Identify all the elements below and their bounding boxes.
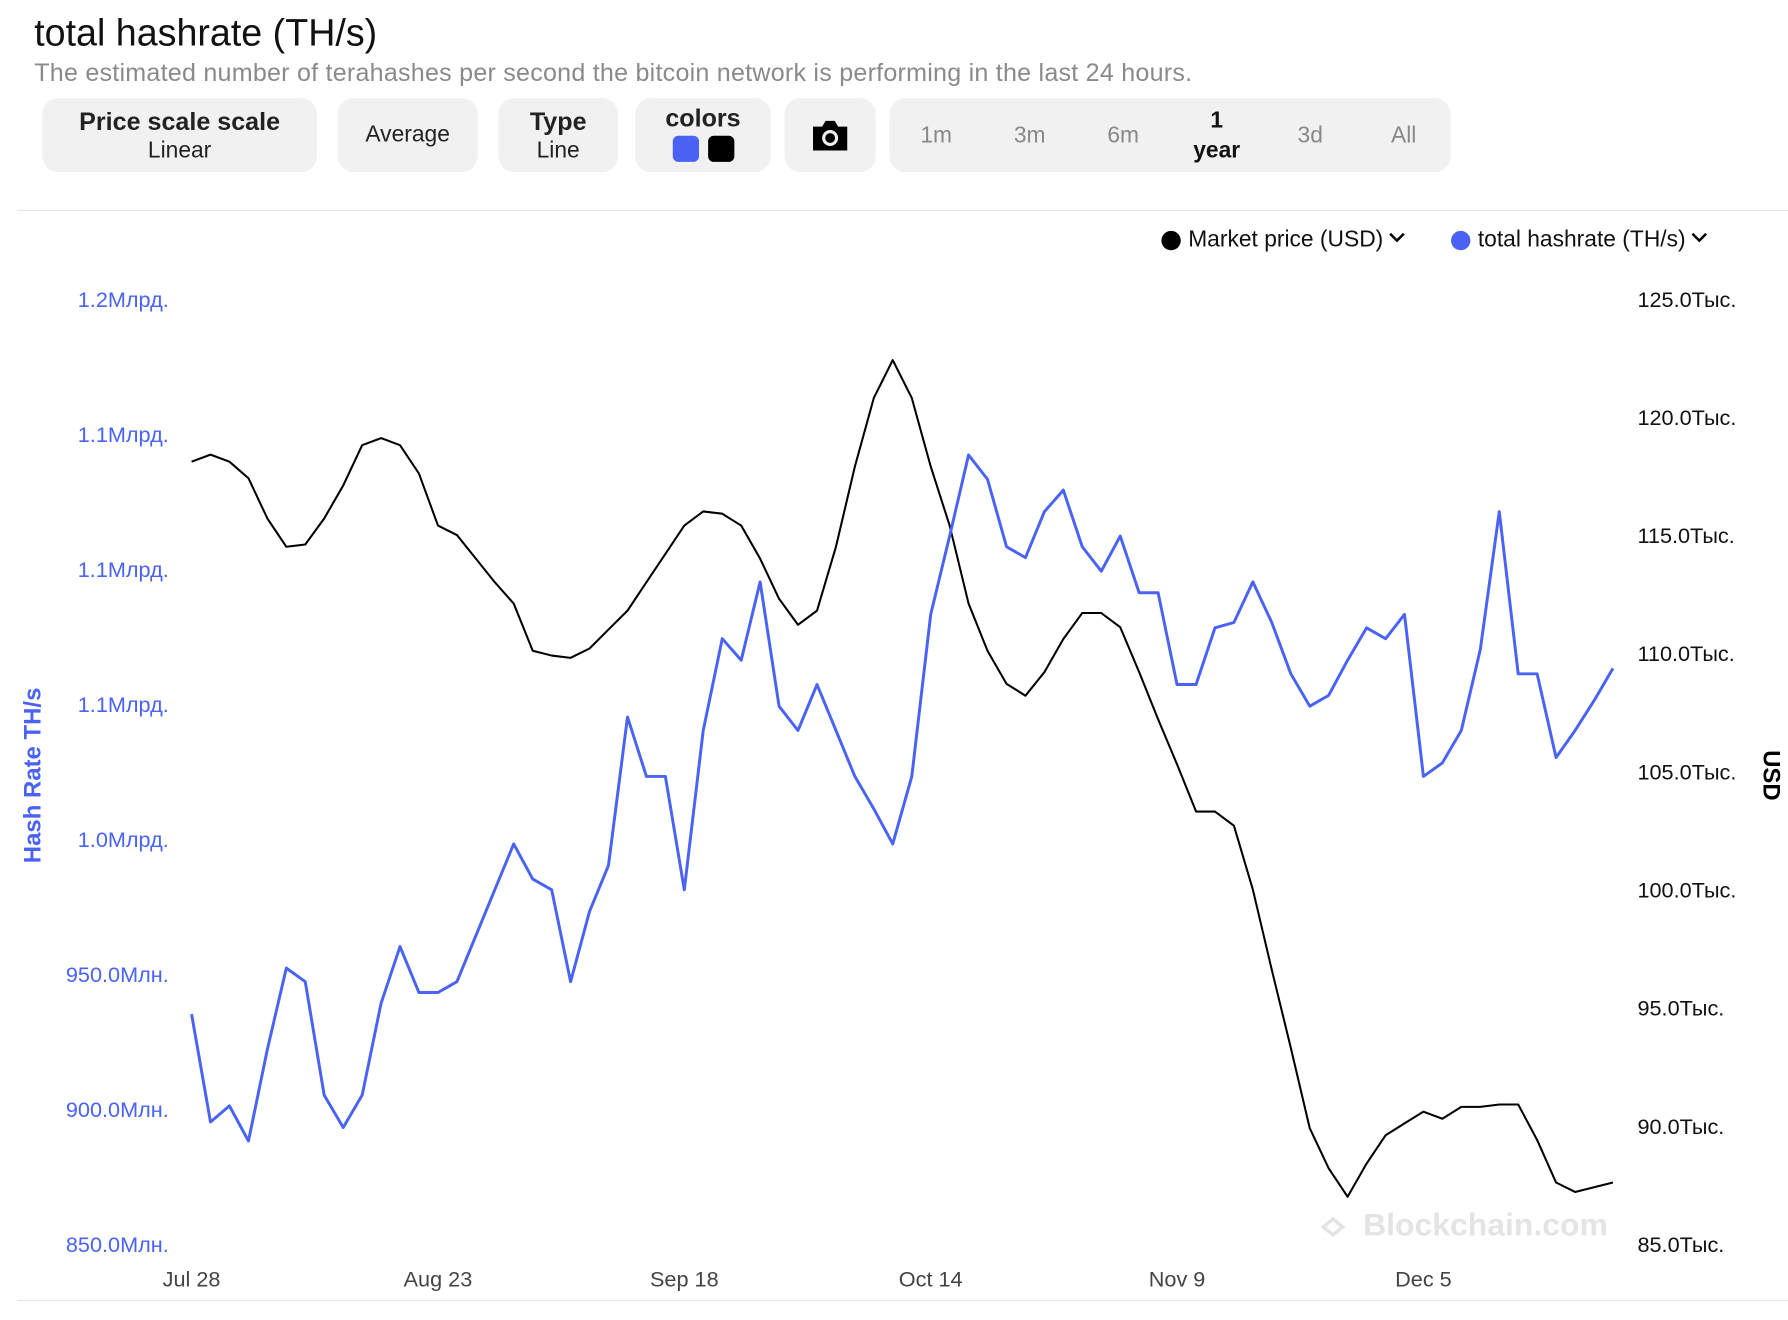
y-tick-label: 900.0Млн. (66, 1097, 169, 1122)
y2-tick-label: 95.0Тыс. (1637, 996, 1724, 1021)
button-value: Linear (147, 137, 212, 163)
y2-tick-label: 100.0Тыс. (1637, 878, 1736, 903)
range-button[interactable]: 1m (920, 122, 953, 148)
y2-tick-label: 120.0Тыс. (1637, 405, 1736, 430)
y-tick-label: 1.2Млрд. (78, 287, 169, 312)
button-label: colors (665, 103, 741, 132)
button-label: Type (529, 106, 587, 136)
scale-button[interactable]: Price scale scale Linear (42, 98, 318, 173)
y-axis-label: Hash Rate TH/s (20, 688, 47, 864)
y-tick-label: 1.1Млрд. (78, 422, 169, 447)
y2-tick-label: 105.0Тыс. (1637, 759, 1736, 784)
legend-marker (1161, 230, 1181, 251)
range-button[interactable]: 3d (1297, 122, 1323, 148)
color-swatch (707, 135, 734, 162)
y2-tick-label: 85.0Тыс. (1637, 1232, 1724, 1257)
button-value: Line (536, 137, 580, 163)
watermark-logo (1320, 1216, 1346, 1238)
x-tick-label: Jul 28 (163, 1266, 221, 1291)
y2-tick-label: 125.0Тыс. (1637, 287, 1736, 312)
camera-button[interactable] (784, 98, 876, 173)
y-tick-label: 850.0Млн. (66, 1232, 169, 1257)
legend-label: Market price (USD) (1188, 226, 1383, 252)
watermark: Blockchain.com (1363, 1206, 1608, 1242)
y-tick-label: 1.1Млрд. (78, 557, 169, 582)
series-line (190, 453, 1615, 1143)
legend-chevron (1389, 232, 1405, 243)
x-tick-label: Aug 23 (404, 1266, 473, 1291)
color-swatch (672, 135, 699, 162)
divider (17, 1299, 1788, 1302)
legend-label: total hashrate (TH/s) (1478, 226, 1686, 252)
y2-tick-label: 110.0Тыс. (1637, 641, 1734, 666)
range-button[interactable]: 6m (1107, 122, 1140, 148)
y-tick-label: 950.0Млн. (66, 962, 169, 987)
x-tick-label: Nov 9 (1149, 1266, 1206, 1291)
x-tick-label: Dec 5 (1395, 1266, 1452, 1291)
subtitle: The estimated number of terahashes per s… (34, 58, 1193, 87)
y2-tick-label: 90.0Тыс. (1637, 1114, 1724, 1139)
legend-chevron (1691, 232, 1708, 243)
camera-icon (813, 120, 848, 150)
divider (17, 209, 1788, 211)
y-tick-label: 1.1Млрд. (78, 692, 169, 717)
legend-marker (1451, 230, 1471, 251)
swatches (668, 133, 739, 167)
range-button[interactable]: 1 year (1193, 107, 1241, 163)
series-line (191, 359, 1614, 1198)
button-label: Price scale scale (79, 106, 281, 136)
y2-tick-label: 115.0Тыс. (1637, 523, 1734, 548)
average-button[interactable]: Average (337, 98, 478, 173)
type-button[interactable]: Type Line (498, 98, 619, 173)
button-label: Average (365, 122, 450, 148)
x-tick-label: Oct 14 (899, 1266, 963, 1291)
x-tick-label: Sep 18 (650, 1266, 719, 1291)
title: total hashrate (TH/s) (34, 11, 378, 54)
range-button[interactable]: All (1391, 122, 1417, 148)
y2-axis-label: USD (1757, 750, 1784, 801)
range-group: 1m 3m 6m 1 year 3d All (889, 98, 1451, 173)
colors-button[interactable]: colors (635, 98, 771, 173)
y-tick-label: 1.0Млрд. (78, 827, 169, 852)
range-button[interactable]: 3m (1013, 122, 1046, 148)
